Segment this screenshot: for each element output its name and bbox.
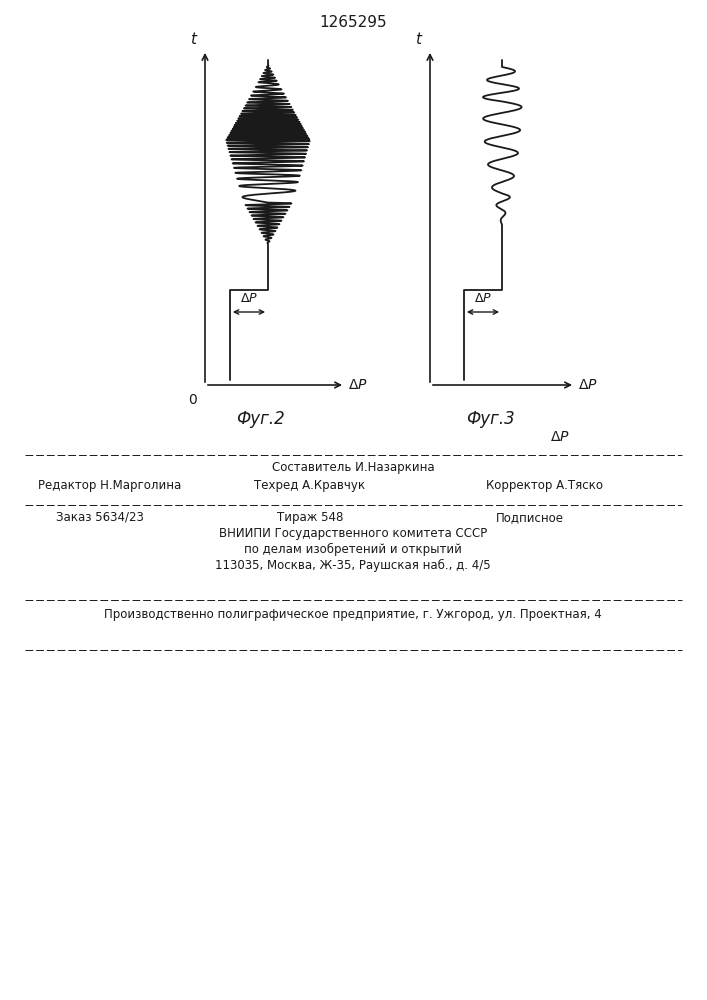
Text: t: t <box>415 32 421 47</box>
Text: 113035, Москва, Ж-35, Раушская наб., д. 4/5: 113035, Москва, Ж-35, Раушская наб., д. … <box>215 559 491 572</box>
Text: $\Delta P$: $\Delta P$ <box>578 378 598 392</box>
Text: 1265295: 1265295 <box>319 15 387 30</box>
Text: Заказ 5634/23: Заказ 5634/23 <box>56 511 144 524</box>
Text: Техред А.Кравчук: Техред А.Кравчук <box>255 479 366 492</box>
Text: Корректор А.Тяско: Корректор А.Тяско <box>486 479 604 492</box>
Text: по делам изобретений и открытий: по делам изобретений и открытий <box>244 543 462 556</box>
Text: t: t <box>190 32 196 47</box>
Text: $\Delta P$: $\Delta P$ <box>348 378 368 392</box>
Text: Производственно полиграфическое предприятие, г. Ужгород, ул. Проектная, 4: Производственно полиграфическое предприя… <box>104 608 602 621</box>
Text: Фуг.2: Фуг.2 <box>235 410 284 428</box>
Text: ВНИИПИ Государственного комитета СССР: ВНИИПИ Государственного комитета СССР <box>219 527 487 540</box>
Text: $\Delta P$: $\Delta P$ <box>240 292 258 305</box>
Text: $\Delta P$: $\Delta P$ <box>474 292 492 305</box>
Text: Редактор Н.Марголина: Редактор Н.Марголина <box>38 479 182 492</box>
Text: 0: 0 <box>188 393 197 407</box>
Text: Тираж 548: Тираж 548 <box>277 511 343 524</box>
Text: $\Delta P$: $\Delta P$ <box>550 430 570 444</box>
Text: Составитель И.Назаркина: Составитель И.Назаркина <box>271 461 434 474</box>
Text: Фуг.3: Фуг.3 <box>466 410 515 428</box>
Text: Подписное: Подписное <box>496 511 564 524</box>
